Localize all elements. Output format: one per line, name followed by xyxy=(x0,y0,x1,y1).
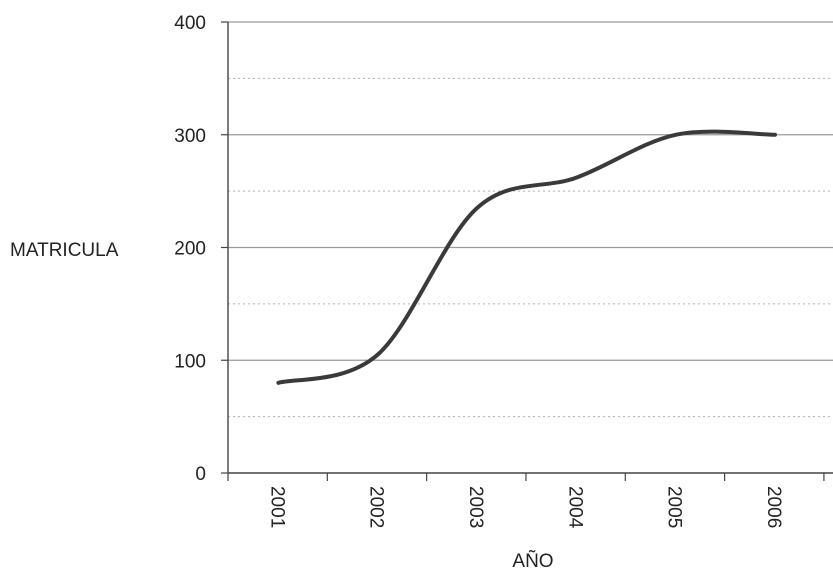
x-tick-label-2006: 2006 xyxy=(763,486,784,528)
x-ticks: 2001 2002 2003 2004 2005 2006 xyxy=(227,473,825,529)
y-tick-label-4: 400 xyxy=(174,13,206,34)
major-gridlines xyxy=(228,21,833,361)
y-tick-label-0: 0 xyxy=(195,464,206,485)
y-tick-label-2: 200 xyxy=(174,239,206,260)
x-tick-label-2003: 2003 xyxy=(465,486,486,528)
x-tick-label-2001: 2001 xyxy=(266,486,287,528)
y-axis-title: MATRICULA xyxy=(10,240,119,261)
x-tick-label-2005: 2005 xyxy=(664,486,685,528)
series-line-0 xyxy=(276,129,777,385)
y-tick-label-1: 100 xyxy=(174,351,206,372)
x-tick-label-2002: 2002 xyxy=(366,486,387,528)
y-ticks: 0 100 200 300 400 xyxy=(174,13,228,485)
series-group xyxy=(276,129,777,385)
y-tick-label-3: 300 xyxy=(174,126,206,147)
minor-gridlines xyxy=(228,77,833,418)
x-tick-label-2004: 2004 xyxy=(564,486,585,529)
x-axis-title: AÑO xyxy=(512,550,553,572)
